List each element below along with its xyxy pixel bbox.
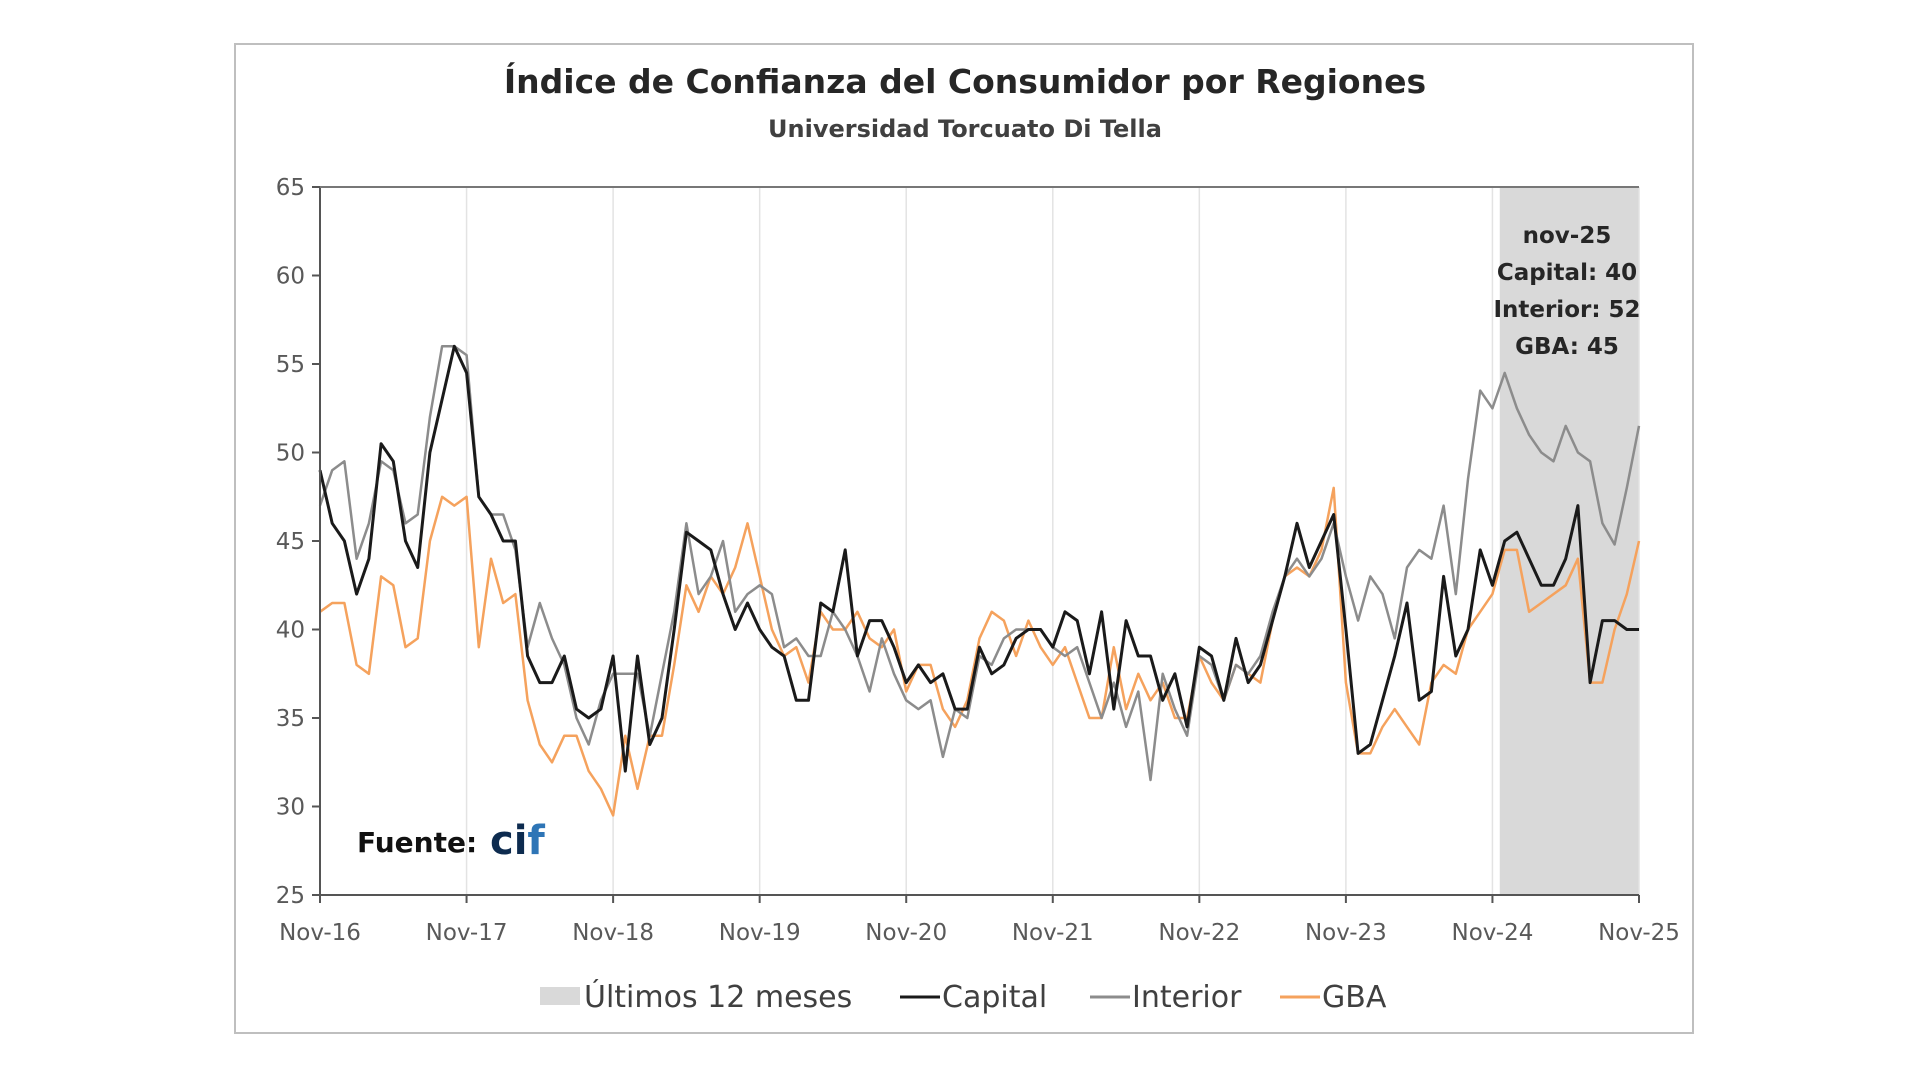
legend-label-interior: Interior xyxy=(1132,980,1242,1015)
chart-frame xyxy=(234,43,1694,1034)
x-tick-label: Nov-19 xyxy=(719,920,801,946)
x-tick-label: Nov-17 xyxy=(426,920,508,946)
cif-logo: cif xyxy=(490,818,545,864)
series-line-interior xyxy=(318,345,1641,782)
legend-swatch-shaded xyxy=(540,987,580,1005)
y-tick-label: 25 xyxy=(276,883,305,909)
x-tick-label: Nov-22 xyxy=(1158,920,1240,946)
annotation-line: Interior: 52 xyxy=(1493,297,1640,323)
annotation-line: nov-25 xyxy=(1523,223,1612,249)
legend-label-capital: Capital xyxy=(942,980,1047,1015)
chart-title: Índice de Confianza del Consumidor por R… xyxy=(504,61,1426,101)
y-tick-label: 50 xyxy=(276,441,305,467)
source-label: Fuente: xyxy=(357,826,477,859)
y-tick-label: 65 xyxy=(276,175,305,201)
annotation-line: Capital: 40 xyxy=(1497,260,1637,286)
x-tick-label: Nov-16 xyxy=(279,920,361,946)
x-tick-label: Nov-25 xyxy=(1598,920,1680,946)
chart-subtitle: Universidad Torcuato Di Tella xyxy=(768,115,1162,143)
source-note: Fuente: cif xyxy=(357,818,545,864)
legend: Últimos 12 meses Capital Interior GBA xyxy=(540,978,1387,1015)
series-line-capital xyxy=(318,344,1639,773)
y-tick-label: 45 xyxy=(276,529,305,555)
y-tick-label: 60 xyxy=(276,264,305,290)
x-tick-label: Nov-23 xyxy=(1305,920,1387,946)
y-tick-label: 55 xyxy=(276,352,305,378)
legend-label-shaded: Últimos 12 meses xyxy=(584,978,852,1015)
series-line-gba xyxy=(319,486,1641,817)
y-tick-label: 30 xyxy=(276,795,305,821)
y-tick-label: 35 xyxy=(276,706,305,732)
x-tick-label: Nov-20 xyxy=(865,920,947,946)
legend-label-gba: GBA xyxy=(1322,980,1387,1015)
x-tick-label: Nov-18 xyxy=(572,920,654,946)
y-tick-label: 40 xyxy=(276,618,305,644)
x-tick-label: Nov-24 xyxy=(1452,920,1534,946)
x-tick-label: Nov-21 xyxy=(1012,920,1094,946)
annotation-line: GBA: 45 xyxy=(1515,334,1619,360)
